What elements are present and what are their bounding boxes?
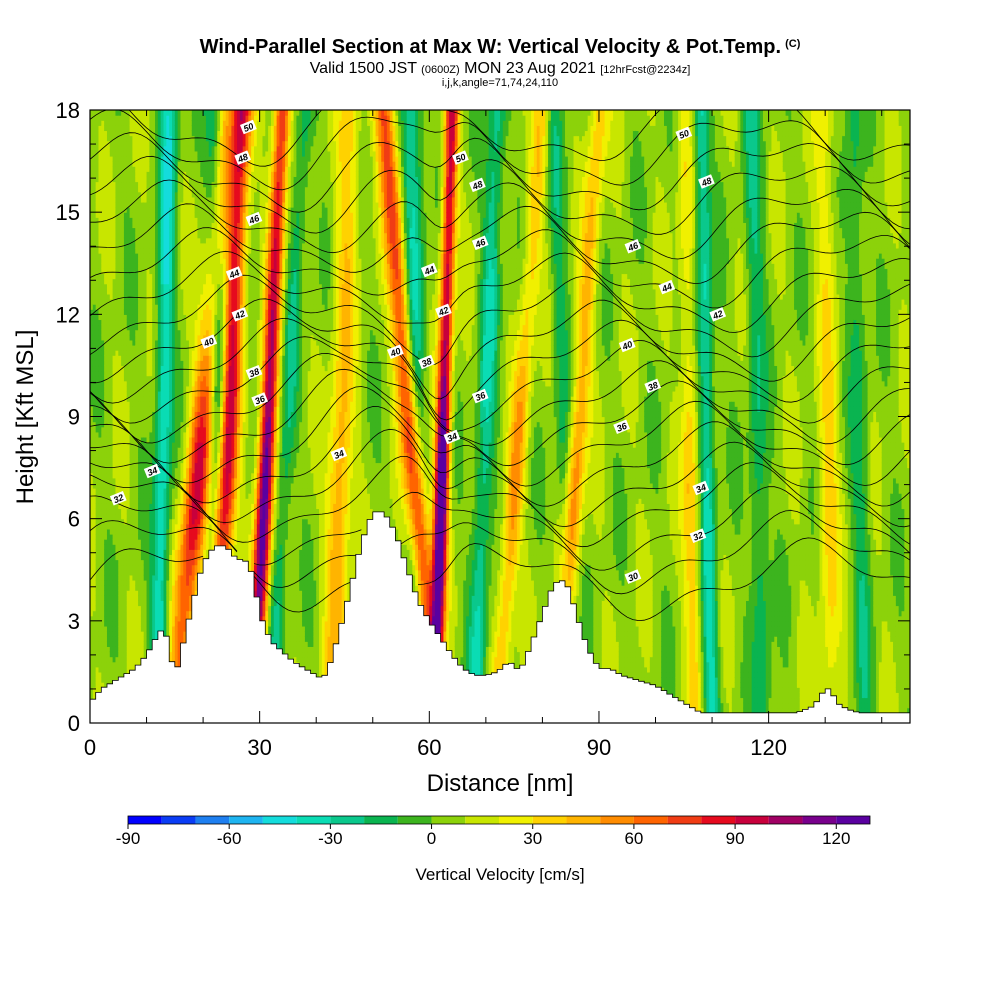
cross-section-chart: 3234363840424446485034403844423436504846… xyxy=(0,0,1000,1000)
